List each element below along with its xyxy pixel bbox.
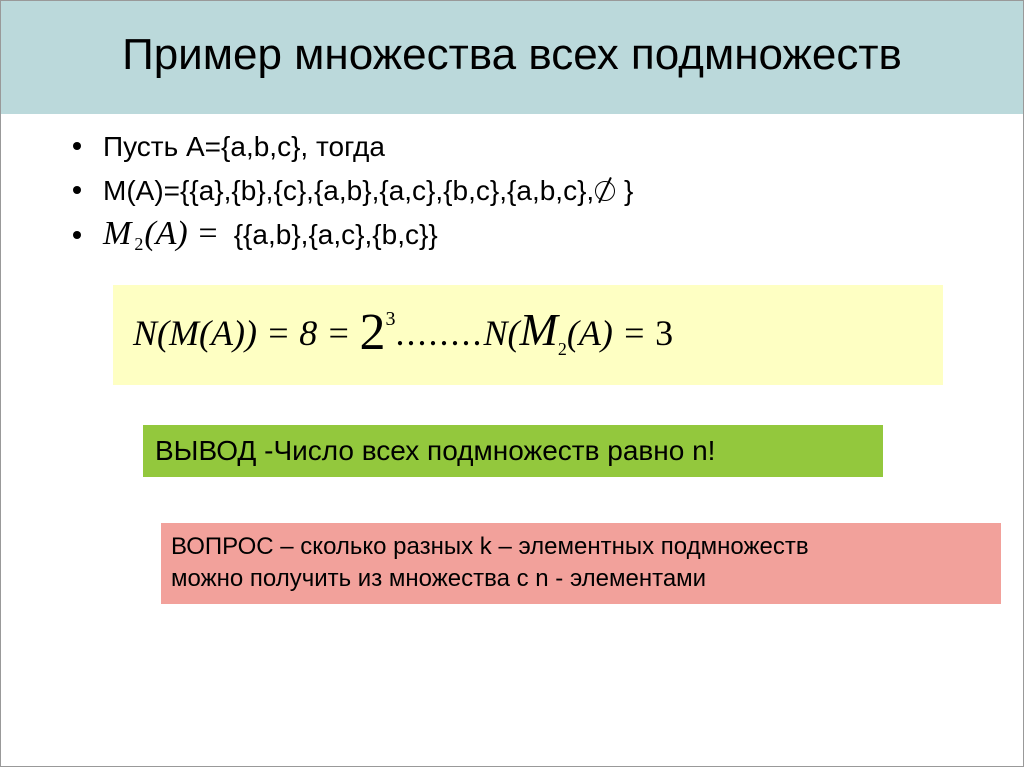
m2-rhs: {{a,b},{a,c},{b,c}} <box>234 219 438 250</box>
line2-suffix: } <box>616 175 633 206</box>
m2-sub: 2 <box>134 234 143 254</box>
bullet-line-3: M2(A) = {{a,b},{a,c},{b,c}} <box>73 215 955 255</box>
bullet-text-2: M(A)={{a},{b},{c},{a,b},{a,c},{b,c},{a,b… <box>103 172 633 210</box>
m2-formula: M2(A) = {{a,b},{a,c},{b,c}} <box>103 215 438 255</box>
yf-sub2: 2 <box>558 339 567 359</box>
bullet-line-1: Пусть А={a,b,c}, тогда <box>73 128 955 166</box>
green-conclusion-box: ВЫВОД -Число всех подмножеств равно n! <box>143 425 883 477</box>
yf-bigM: M <box>520 304 558 355</box>
yf-p2a: N( <box>484 313 520 353</box>
yf-val: 3 <box>655 313 673 353</box>
empty-set-icon <box>594 179 616 203</box>
yf-p2b: (A) = <box>567 313 655 353</box>
line2-prefix: M(A)={{a},{b},{c},{a,b},{a,c},{b,c},{a,b… <box>103 175 594 206</box>
m2-M: M <box>103 215 131 252</box>
slide-title: Пример множества всех подмножеств <box>21 29 1003 82</box>
pink-line2: можно получить из множества с n - элемен… <box>171 565 706 592</box>
yf-exp: 3 <box>386 308 396 330</box>
yf-p1: N(M(A)) = 8 = <box>133 313 360 353</box>
pink-line1: ВОПРОС – сколько разных k – элементных п… <box>171 533 809 560</box>
yf-dots: ........ <box>396 313 484 353</box>
green-text: ВЫВОД -Число всех подмножеств равно n! <box>155 435 715 466</box>
bullet-icon <box>73 186 81 194</box>
bullet-icon <box>73 231 81 239</box>
bullet-icon <box>73 142 81 150</box>
content-area: Пусть А={a,b,c}, тогда M(A)={{a},{b},{c}… <box>1 114 1023 604</box>
yf-base: 2 <box>360 304 386 361</box>
yellow-formula-box: N(M(A)) = 8 = 23........N(M2(A) = 3 <box>113 285 943 385</box>
pink-question-box: ВОПРОС – сколько разных k – элементных п… <box>161 523 1001 604</box>
title-band: Пример множества всех подмножеств <box>1 1 1023 114</box>
bullet-line-2: M(A)={{a},{b},{c},{a,b},{a,c},{b,c},{a,b… <box>73 172 955 210</box>
m2-arg: (A) = <box>144 215 227 252</box>
bullet-text-1: Пусть А={a,b,c}, тогда <box>103 128 385 166</box>
